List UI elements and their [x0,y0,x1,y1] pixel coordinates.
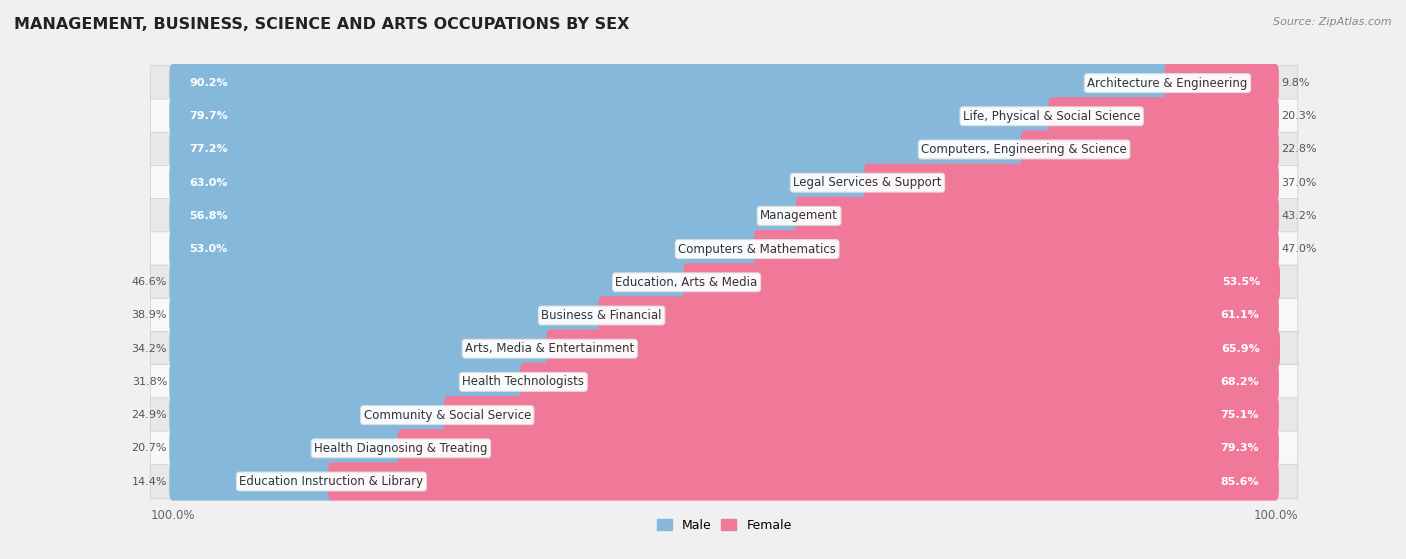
FancyBboxPatch shape [150,431,1298,466]
FancyBboxPatch shape [520,363,1279,401]
Text: 79.7%: 79.7% [190,111,228,121]
Legend: Male, Female: Male, Female [651,514,797,537]
FancyBboxPatch shape [398,429,1279,467]
Text: 31.8%: 31.8% [132,377,167,387]
Text: 46.6%: 46.6% [132,277,167,287]
FancyBboxPatch shape [150,198,1298,233]
FancyBboxPatch shape [169,230,761,268]
FancyBboxPatch shape [169,164,870,202]
Text: 14.4%: 14.4% [132,476,167,486]
FancyBboxPatch shape [169,130,1028,169]
FancyBboxPatch shape [865,164,1279,202]
FancyBboxPatch shape [1021,130,1279,169]
Text: 75.1%: 75.1% [1220,410,1258,420]
Text: 65.9%: 65.9% [1222,344,1260,354]
FancyBboxPatch shape [169,197,803,235]
Text: 90.2%: 90.2% [190,78,228,88]
FancyBboxPatch shape [150,364,1298,399]
FancyBboxPatch shape [150,132,1298,167]
FancyBboxPatch shape [444,396,1279,434]
Text: 63.0%: 63.0% [190,178,228,188]
Text: 53.5%: 53.5% [1222,277,1260,287]
FancyBboxPatch shape [683,263,1279,301]
FancyBboxPatch shape [150,465,1298,499]
FancyBboxPatch shape [169,396,450,434]
Text: 43.2%: 43.2% [1281,211,1316,221]
Text: 37.0%: 37.0% [1281,178,1316,188]
FancyBboxPatch shape [169,429,405,467]
FancyBboxPatch shape [150,165,1298,200]
Text: 77.2%: 77.2% [190,144,228,154]
Text: Education, Arts & Media: Education, Arts & Media [616,276,758,289]
Text: Management: Management [761,210,838,222]
FancyBboxPatch shape [169,462,335,501]
Text: Health Diagnosing & Treating: Health Diagnosing & Treating [314,442,488,455]
Text: Architecture & Engineering: Architecture & Engineering [1087,77,1247,89]
FancyBboxPatch shape [150,99,1298,134]
Text: 22.8%: 22.8% [1281,144,1317,154]
Text: Education Instruction & Library: Education Instruction & Library [239,475,423,488]
FancyBboxPatch shape [169,97,1054,135]
FancyBboxPatch shape [796,197,1279,235]
FancyBboxPatch shape [169,330,553,368]
Text: 47.0%: 47.0% [1281,244,1316,254]
Text: 79.3%: 79.3% [1220,443,1258,453]
FancyBboxPatch shape [1164,64,1279,102]
FancyBboxPatch shape [169,363,527,401]
Text: 38.9%: 38.9% [132,310,167,320]
Text: MANAGEMENT, BUSINESS, SCIENCE AND ARTS OCCUPATIONS BY SEX: MANAGEMENT, BUSINESS, SCIENCE AND ARTS O… [14,17,630,32]
FancyBboxPatch shape [150,331,1298,366]
FancyBboxPatch shape [169,263,690,301]
Text: Community & Social Service: Community & Social Service [364,409,531,421]
Text: Health Technologists: Health Technologists [463,376,585,389]
FancyBboxPatch shape [150,232,1298,266]
FancyBboxPatch shape [150,299,1298,333]
Text: Business & Financial: Business & Financial [541,309,662,322]
Text: 34.2%: 34.2% [132,344,167,354]
Text: 9.8%: 9.8% [1281,78,1309,88]
FancyBboxPatch shape [150,398,1298,432]
FancyBboxPatch shape [754,230,1279,268]
Text: 61.1%: 61.1% [1220,310,1258,320]
FancyBboxPatch shape [599,296,1279,335]
Text: 24.9%: 24.9% [131,410,167,420]
FancyBboxPatch shape [1049,97,1279,135]
Text: 20.3%: 20.3% [1281,111,1316,121]
Text: 20.7%: 20.7% [132,443,167,453]
Text: Source: ZipAtlas.com: Source: ZipAtlas.com [1274,17,1392,27]
Text: Computers, Engineering & Science: Computers, Engineering & Science [921,143,1128,156]
FancyBboxPatch shape [169,296,605,335]
Text: Legal Services & Support: Legal Services & Support [793,176,942,189]
FancyBboxPatch shape [547,330,1279,368]
FancyBboxPatch shape [150,265,1298,300]
Text: Life, Physical & Social Science: Life, Physical & Social Science [963,110,1140,123]
Text: 53.0%: 53.0% [190,244,228,254]
Text: Arts, Media & Entertainment: Arts, Media & Entertainment [465,342,634,355]
FancyBboxPatch shape [328,462,1279,501]
FancyBboxPatch shape [169,64,1171,102]
Text: 56.8%: 56.8% [190,211,228,221]
Text: 68.2%: 68.2% [1220,377,1258,387]
Text: Computers & Mathematics: Computers & Mathematics [678,243,837,255]
FancyBboxPatch shape [150,66,1298,100]
Text: 85.6%: 85.6% [1220,476,1258,486]
